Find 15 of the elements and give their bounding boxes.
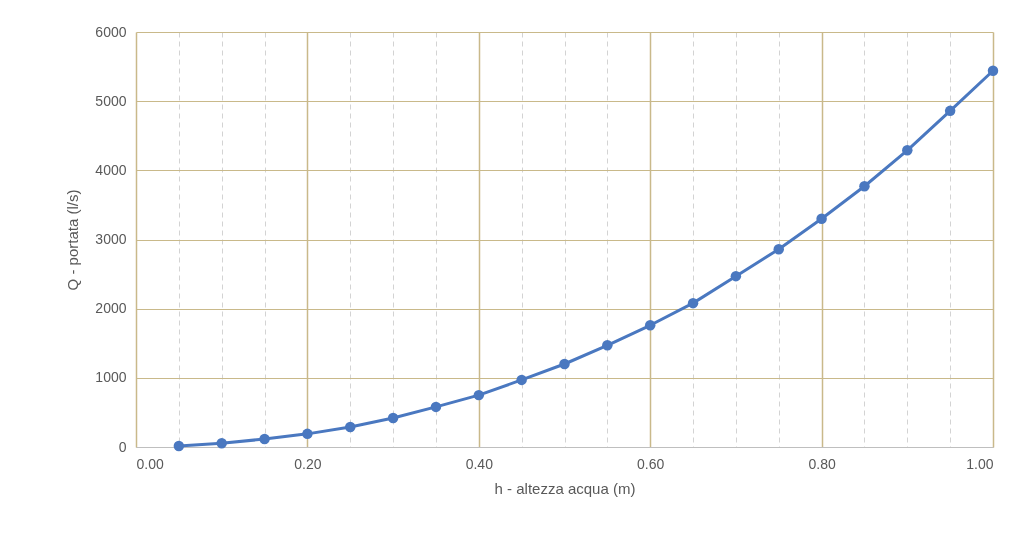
y-tick-label: 0: [118, 438, 127, 455]
x-tick-label: 0.60: [637, 455, 665, 472]
x-tick-label: 0.00: [136, 455, 164, 472]
y-tick-label: 3000: [95, 231, 127, 247]
y-tick-label: 5000: [95, 92, 127, 109]
x-tick-label: 1.00: [966, 455, 994, 472]
y-tick-label: 2000: [95, 300, 127, 317]
y-tick-label: 1000: [95, 369, 127, 386]
x-tick-label: 0.20: [294, 455, 322, 472]
x-tick-label: 0.40: [465, 455, 494, 472]
y-axis-title: Q - portata (l/s): [64, 189, 82, 291]
x-axis-title: h - altezza acqua (m): [494, 479, 636, 497]
x-tick-label: 0.80: [808, 455, 836, 472]
y-tick-label: 4000: [95, 161, 127, 178]
y-tick-label: 6000: [95, 23, 127, 40]
